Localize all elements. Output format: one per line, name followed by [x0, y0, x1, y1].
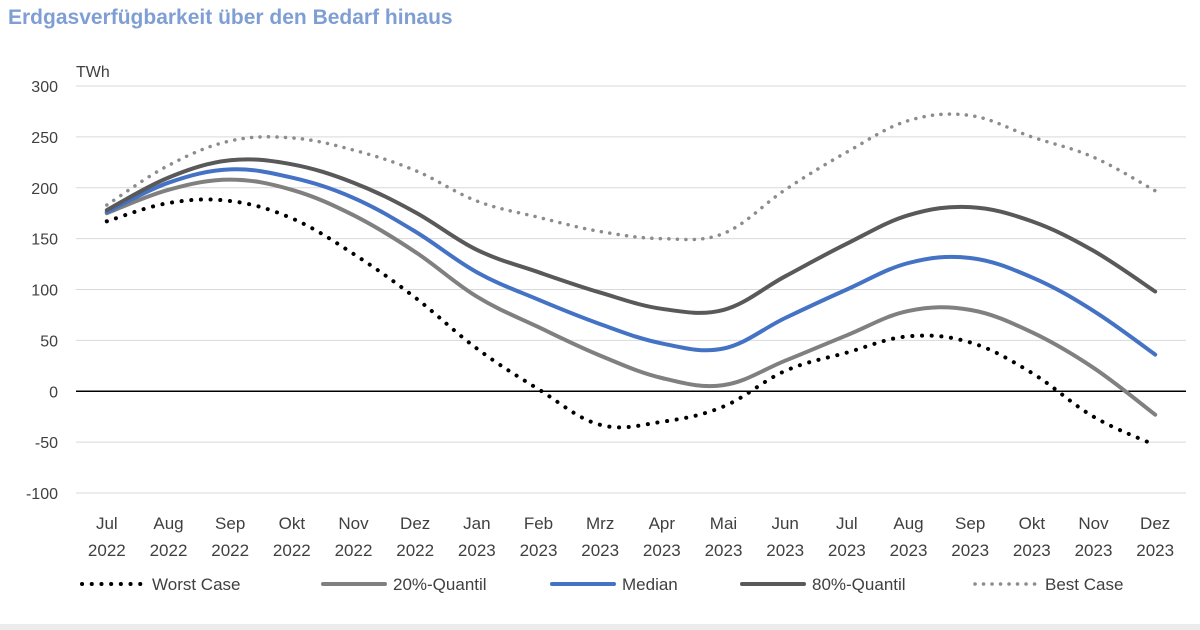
x-tick-year: 2023	[828, 541, 866, 560]
x-tick-year: 2022	[335, 541, 373, 560]
legend-label: 20%-Quantil	[393, 575, 487, 594]
y-tick-label: -100	[26, 486, 58, 503]
x-tick-month: Jan	[463, 514, 490, 533]
x-axis-ticks: Jul 2022 Aug 2022 Sep 2022 Okt 2022 Nov 2022 Dez 20…	[88, 514, 1174, 560]
x-tick-label: Mrz 2023	[581, 514, 619, 560]
x-tick-label: Feb 2023	[520, 514, 558, 560]
gridlines	[76, 85, 1186, 494]
x-tick-label: Nov 2022	[335, 514, 373, 560]
x-tick-month: Jul	[96, 514, 118, 533]
x-tick-year: 2022	[273, 541, 311, 560]
x-tick-label: Dez 2022	[396, 514, 434, 560]
x-tick-month: Feb	[524, 514, 553, 533]
x-tick-month: Nov	[338, 514, 369, 533]
x-tick-year: 2023	[520, 541, 558, 560]
x-tick-month: Jul	[836, 514, 858, 533]
x-tick-month: Jun	[771, 514, 798, 533]
x-tick-year: 2023	[951, 541, 989, 560]
footer-divider	[0, 624, 1200, 630]
series-line-worst-case	[104, 197, 1158, 448]
chart-title: Erdgasverfügbarkeit über den Bedarf hina…	[8, 6, 453, 29]
x-tick-month: Nov	[1078, 514, 1109, 533]
series-lines	[104, 112, 1158, 448]
legend-label: Worst Case	[152, 575, 241, 594]
x-tick-year: 2022	[211, 541, 249, 560]
x-tick-label: Okt 2022	[273, 514, 311, 560]
y-axis-label: TWh	[76, 64, 110, 81]
x-tick-month: Sep	[215, 514, 245, 533]
x-tick-month: Mrz	[586, 514, 614, 533]
x-tick-year: 2023	[705, 541, 743, 560]
x-tick-month: Dez	[1140, 514, 1170, 533]
x-tick-year: 2023	[581, 541, 619, 560]
x-tick-month: Okt	[279, 514, 306, 533]
legend: Worst Case 20%-Quantil Median 80%-Quantil Be…	[80, 575, 1123, 594]
x-tick-year: 2023	[890, 541, 928, 560]
y-tick-label: 250	[31, 130, 58, 147]
x-tick-year: 2023	[1136, 541, 1174, 560]
x-tick-label: Sep 2022	[211, 514, 249, 560]
x-tick-label: Sep 2023	[951, 514, 989, 560]
x-tick-year: 2022	[88, 541, 126, 560]
x-tick-label: Jul 2023	[828, 514, 866, 560]
x-tick-month: Sep	[955, 514, 985, 533]
legend-entry: 80%-Quantil	[740, 575, 906, 594]
y-tick-label: 50	[40, 333, 58, 350]
x-tick-label: Nov 2023	[1075, 514, 1113, 560]
x-tick-month: Dez	[400, 514, 430, 533]
y-axis-ticks: 300 250 200 150 100 50 0 -50 -100	[26, 79, 58, 503]
x-tick-year: 2023	[643, 541, 681, 560]
legend-label: Best Case	[1045, 575, 1123, 594]
x-tick-month: Aug	[153, 514, 183, 533]
legend-entry: Median	[550, 575, 678, 594]
x-tick-label: Apr 2023	[643, 514, 681, 560]
y-tick-label: 0	[49, 384, 58, 401]
series-line-median	[104, 167, 1158, 357]
legend-label: Median	[622, 575, 678, 594]
x-tick-label: Okt 2023	[1013, 514, 1051, 560]
series-line-20-quantil	[104, 177, 1158, 417]
y-tick-label: 150	[31, 232, 58, 249]
x-tick-year: 2023	[766, 541, 804, 560]
series-line-80-quantil	[104, 157, 1158, 315]
x-tick-year: 2022	[396, 541, 434, 560]
x-tick-label: Aug 2022	[150, 514, 188, 560]
x-tick-label: Jan 2023	[458, 514, 496, 560]
legend-entry: Best Case	[973, 575, 1123, 594]
x-tick-label: Aug 2023	[890, 514, 928, 560]
legend-label: 80%-Quantil	[812, 575, 906, 594]
x-tick-label: Jun 2023	[766, 514, 804, 560]
x-tick-month: Mai	[710, 514, 737, 533]
x-tick-label: Mai 2023	[705, 514, 743, 560]
x-tick-month: Aug	[893, 514, 923, 533]
x-tick-label: Jul 2022	[88, 514, 126, 560]
legend-entry: 20%-Quantil	[321, 575, 487, 594]
y-tick-label: 200	[31, 181, 58, 198]
x-tick-month: Okt	[1019, 514, 1046, 533]
x-tick-year: 2023	[458, 541, 496, 560]
x-tick-month: Apr	[649, 514, 676, 533]
y-tick-label: -50	[35, 435, 58, 452]
x-tick-year: 2023	[1075, 541, 1113, 560]
x-tick-year: 2023	[1013, 541, 1051, 560]
series-line-best-case	[105, 112, 1157, 242]
y-tick-label: 100	[31, 283, 58, 300]
x-tick-year: 2022	[150, 541, 188, 560]
y-tick-label: 300	[31, 79, 58, 96]
legend-entry: Worst Case	[80, 575, 241, 594]
x-tick-label: Dez 2023	[1136, 514, 1174, 560]
